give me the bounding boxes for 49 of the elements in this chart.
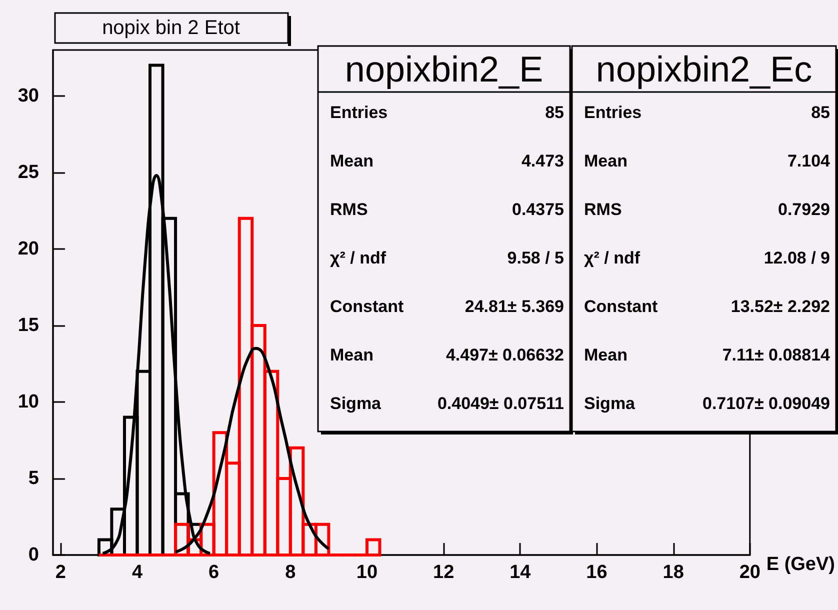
annotation: Sigma — [330, 394, 382, 413]
annotation: 13.52± 2.292 — [730, 296, 830, 316]
x-tick-label: 18 — [662, 562, 684, 583]
x-tick-label: 4 — [132, 562, 143, 583]
annotation: Entries — [330, 102, 388, 122]
annotation: χ² / ndf — [584, 248, 640, 268]
annotation: nopixbin2_Ec — [596, 48, 812, 90]
y-tick-label: 0 — [28, 544, 39, 566]
annotation: 0.4049± 0.07511 — [437, 394, 564, 413]
annotation: 0.4375 — [512, 200, 564, 219]
annotation: Mean — [330, 151, 374, 170]
annotation: 85 — [545, 102, 564, 122]
annotation: χ² / ndf — [330, 248, 386, 268]
x-tick-label: 12 — [433, 562, 454, 583]
annotation: nopixbin2_E — [344, 48, 544, 90]
annotation: 4.473 — [521, 151, 564, 170]
annotation: Constant — [330, 296, 404, 316]
x-tick-label: 20 — [739, 562, 760, 583]
x-tick-label: 16 — [586, 562, 608, 583]
x-tick-label: 8 — [285, 562, 296, 583]
annotation: Mean — [330, 345, 374, 364]
y-tick-label: 10 — [18, 391, 39, 412]
y-tick-label: 15 — [18, 314, 40, 336]
x-tick-label: 10 — [356, 562, 378, 583]
text: 12.08 / 9 — [764, 248, 830, 268]
y-tick-label: 25 — [18, 162, 40, 183]
annotation: Mean — [584, 151, 628, 170]
annotation: Sigma — [584, 394, 636, 413]
text: 85 — [811, 102, 830, 122]
y-tick-label: 30 — [18, 85, 39, 106]
annotation: RMS — [330, 200, 368, 219]
annotation: Entries — [584, 102, 642, 122]
x-tick-label: 14 — [510, 562, 532, 583]
text: 0.7929 — [778, 200, 830, 219]
annotation: 4.497± 0.06632 — [446, 345, 564, 364]
x-tick-label: 6 — [208, 562, 220, 583]
x-tick-label: 2 — [55, 562, 66, 583]
annotation: 24.81± 5.369 — [464, 296, 564, 316]
y-tick-label: 20 — [18, 238, 39, 260]
text: 7.104 — [787, 151, 831, 170]
annotation: 7.11± 0.08814 — [722, 345, 831, 364]
annotation: RMS — [584, 200, 622, 219]
annotation: 0.7107± 0.09049 — [702, 394, 830, 413]
y-tick-label: 5 — [28, 468, 40, 489]
chart-title: nopix bin 2 Etot — [102, 17, 240, 39]
annotation: 9.58 / 5 — [507, 248, 564, 268]
annotation: Mean — [584, 345, 628, 364]
x-axis-title: E (GeV) — [766, 554, 835, 575]
annotation: Constant — [584, 296, 658, 316]
